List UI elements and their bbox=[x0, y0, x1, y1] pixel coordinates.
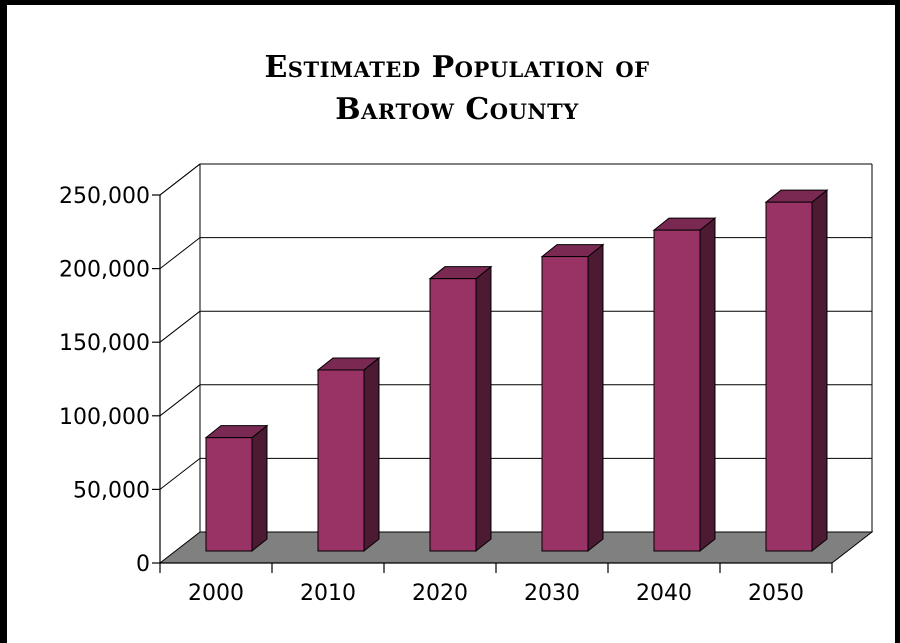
bar-2010 bbox=[317, 369, 365, 552]
bar-side-2020 bbox=[475, 265, 492, 553]
y-tick-label-2: 100,000 bbox=[59, 405, 150, 430]
x-tick-label-2020: 2020 bbox=[412, 581, 468, 606]
bar-side-2000 bbox=[251, 424, 268, 553]
y-tick-label-3: 150,000 bbox=[59, 331, 150, 356]
x-tick-label-2030: 2030 bbox=[524, 581, 580, 606]
bar-side-2030 bbox=[587, 243, 604, 553]
gridline-diagonal-3 bbox=[159, 310, 201, 343]
x-tick-label-2010: 2010 bbox=[300, 581, 356, 606]
bar-side-2010 bbox=[363, 356, 380, 553]
bar-2030 bbox=[541, 256, 589, 552]
x-tick-label-2050: 2050 bbox=[748, 581, 804, 606]
bar-2050 bbox=[765, 201, 813, 552]
chart-title-line-2: Bartow County bbox=[335, 92, 579, 127]
bar-side-2050 bbox=[811, 189, 828, 553]
bar-2020 bbox=[429, 278, 477, 552]
x-tick-label-2000: 2000 bbox=[188, 581, 244, 606]
bar-2040 bbox=[653, 229, 701, 552]
chart-title-line-1: Estimated Population of bbox=[264, 50, 650, 85]
y-axis-top-diagonal bbox=[159, 163, 201, 196]
y-tick-label-5: 250,000 bbox=[59, 184, 150, 209]
y-tick-label-1: 50,000 bbox=[73, 478, 150, 503]
gridline-diagonal-2 bbox=[159, 384, 201, 417]
y-tick-label-0: 0 bbox=[136, 552, 150, 577]
bar-2000 bbox=[205, 437, 253, 552]
x-tick-label-2040: 2040 bbox=[636, 581, 692, 606]
gridline-diagonal-1 bbox=[159, 458, 201, 490]
y-tick-label-4: 200,000 bbox=[59, 258, 150, 283]
chart-title: Estimated Population of Bartow County bbox=[7, 47, 900, 131]
bar-side-2040 bbox=[699, 217, 716, 553]
gridline-diagonal-4 bbox=[159, 237, 201, 269]
